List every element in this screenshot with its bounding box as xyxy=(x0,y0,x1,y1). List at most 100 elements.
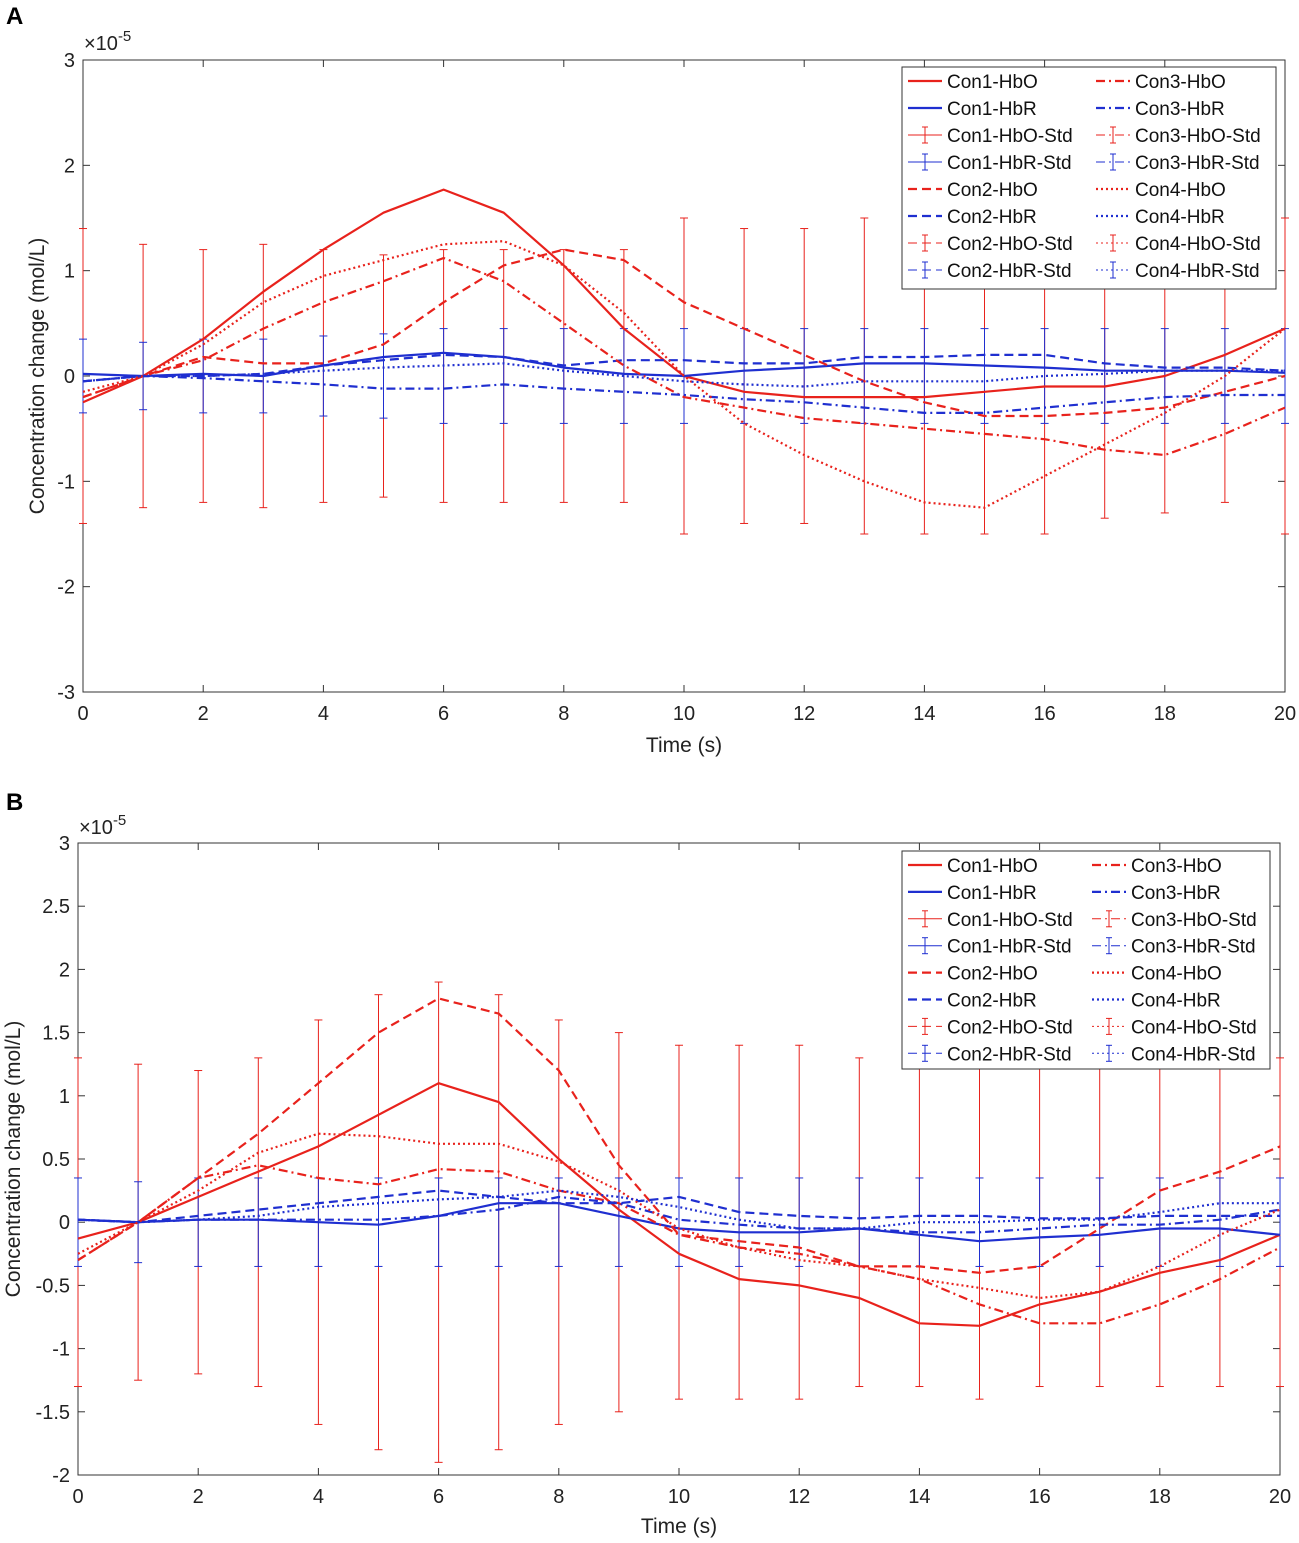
legend-label: Con2-HbR-Std xyxy=(947,261,1072,282)
x-tick-label: 20 xyxy=(1274,703,1296,725)
y-tick-label: -0.5 xyxy=(36,1275,70,1297)
legend-label: Con3-HbO-Std xyxy=(1131,910,1257,931)
x-tick-label: 18 xyxy=(1149,1486,1171,1508)
series-line-con3-hbo xyxy=(82,256,1286,457)
legend-label: Con3-HbO xyxy=(1135,72,1226,93)
legend-label: Con4-HbO-Std xyxy=(1131,1017,1257,1038)
series-line-con3-hbr xyxy=(82,374,1285,414)
legend-label: Con1-HbR xyxy=(947,883,1037,904)
legend-label: Con3-HbR xyxy=(1135,99,1225,120)
legend-label: Con2-HbO-Std xyxy=(947,1017,1073,1038)
legend-label: Con2-HbR xyxy=(947,991,1037,1012)
y-tick-label: 2.5 xyxy=(42,896,70,918)
legend: Con1-HbO Con3-HbO Con1-HbR Con3-HbR Con1-HbO… xyxy=(901,66,1277,290)
y-tick-label: -1.5 xyxy=(36,1402,70,1424)
y-tick-label: 0.5 xyxy=(42,1149,70,1171)
panel-label: B xyxy=(6,789,23,816)
x-tick-label: 14 xyxy=(913,703,935,725)
y-tick-label: -3 xyxy=(57,682,75,704)
panel-label: A xyxy=(6,3,23,30)
legend-label: Con2-HbO xyxy=(947,180,1038,201)
x-tick-label: 6 xyxy=(433,1486,444,1508)
legend-label: Con4-HbO xyxy=(1135,180,1226,201)
legend-label: Con3-HbO-Std xyxy=(1135,126,1261,147)
legend-label: Con1-HbO-Std xyxy=(947,910,1073,931)
legend-label: Con1-HbR-Std xyxy=(947,937,1072,958)
legend-label: Con1-HbO-Std xyxy=(947,126,1073,147)
y-tick-label: 3 xyxy=(64,50,75,72)
legend-label: Con1-HbO xyxy=(947,72,1038,93)
x-tick-label: 4 xyxy=(318,703,329,725)
series-line-con2-hbo xyxy=(77,997,1281,1274)
y-tick-label: 1.5 xyxy=(42,1023,70,1045)
chart-panel-b: B 0 2 4 6 8 10 12 14 16 18 20 -2 -1.5 -1 -0.5 0 0.5 1 1.5 2 2… xyxy=(2,789,1291,1538)
series-line-con2-hbo xyxy=(82,248,1286,418)
x-tick-label: 20 xyxy=(1269,1486,1291,1508)
series-line-con4-hbr xyxy=(77,1189,1280,1230)
y-axis-label: Concentration change (mol/L) xyxy=(26,238,49,515)
series-line-con4-hbr xyxy=(82,362,1285,388)
y-tick-label: 3 xyxy=(59,833,70,855)
legend: Con1-HbO Con3-HbO Con1-HbR Con3-HbR Con1-HbO… xyxy=(901,850,1271,1070)
series-line-con4-hbo xyxy=(77,1132,1281,1300)
legend-label: Con2-HbO xyxy=(947,964,1038,985)
legend-label: Con3-HbR-Std xyxy=(1131,937,1256,958)
series-line-con4-hbo xyxy=(82,240,1286,509)
legend-label: Con3-HbR-Std xyxy=(1135,153,1260,174)
x-tick-label: 12 xyxy=(788,1486,810,1508)
x-tick-label: 2 xyxy=(193,1486,204,1508)
y-tick-label: 0 xyxy=(59,1212,70,1234)
x-tick-label: 10 xyxy=(673,703,695,725)
series-line-con1-hbo xyxy=(77,1082,1281,1327)
legend-label: Con2-HbR-Std xyxy=(947,1044,1072,1065)
legend-label: Con4-HbO-Std xyxy=(1135,234,1261,255)
legend-label: Con4-HbR xyxy=(1135,207,1225,228)
y-tick-label: 0 xyxy=(64,366,75,388)
legend-label: Con4-HbO xyxy=(1131,964,1222,985)
y-tick-label: 1 xyxy=(59,1086,70,1108)
x-axis-label: Time (s) xyxy=(646,734,722,757)
y-axis-label: Concentration change (mol/L) xyxy=(2,1021,25,1298)
x-tick-label: 0 xyxy=(72,1486,83,1508)
y-exponent-power: -5 xyxy=(118,28,131,45)
legend-label: Con4-HbR-Std xyxy=(1135,261,1260,282)
legend-box xyxy=(901,850,1271,1070)
x-tick-label: 16 xyxy=(1033,703,1055,725)
y-exponent-label: ×10-5 xyxy=(79,812,126,839)
legend-label: Con4-HbR xyxy=(1131,991,1221,1012)
x-tick-label: 12 xyxy=(793,703,815,725)
series-line-con2-hbr xyxy=(77,1189,1280,1224)
series-line-con2-hbr xyxy=(82,353,1286,383)
x-tick-label: 10 xyxy=(668,1486,690,1508)
y-exponent-label: ×10-5 xyxy=(84,28,131,55)
y-tick-label: 1 xyxy=(64,261,75,283)
y-tick-label: 2 xyxy=(64,155,75,177)
y-tick-label: 2 xyxy=(59,959,70,981)
legend-label: Con3-HbR xyxy=(1131,883,1221,904)
x-tick-label: 8 xyxy=(558,703,569,725)
legend-label: Con3-HbO xyxy=(1131,856,1222,877)
x-tick-label: 8 xyxy=(553,1486,564,1508)
x-axis-label: Time (s) xyxy=(641,1515,717,1538)
x-tick-label: 18 xyxy=(1154,703,1176,725)
legend-label: Con1-HbO xyxy=(947,856,1038,877)
legend-box xyxy=(901,66,1277,290)
legend-label: Con1-HbR xyxy=(947,99,1037,120)
legend-label: Con2-HbR xyxy=(947,207,1037,228)
x-tick-label: 14 xyxy=(908,1486,930,1508)
legend-label: Con1-HbR-Std xyxy=(947,153,1072,174)
y-tick-label: -1 xyxy=(52,1339,70,1361)
legend-label: Con4-HbR-Std xyxy=(1131,1044,1256,1065)
y-tick-label: -2 xyxy=(52,1465,70,1487)
x-tick-label: 4 xyxy=(313,1486,324,1508)
legend-label: Con2-HbO-Std xyxy=(947,234,1073,255)
x-tick-label: 0 xyxy=(77,703,88,725)
y-tick-label: -2 xyxy=(57,577,75,599)
y-tick-label: -1 xyxy=(57,471,75,493)
x-tick-label: 6 xyxy=(438,703,449,725)
x-tick-label: 2 xyxy=(198,703,209,725)
y-exponent-power: -5 xyxy=(113,812,126,829)
x-tick-label: 16 xyxy=(1028,1486,1050,1508)
